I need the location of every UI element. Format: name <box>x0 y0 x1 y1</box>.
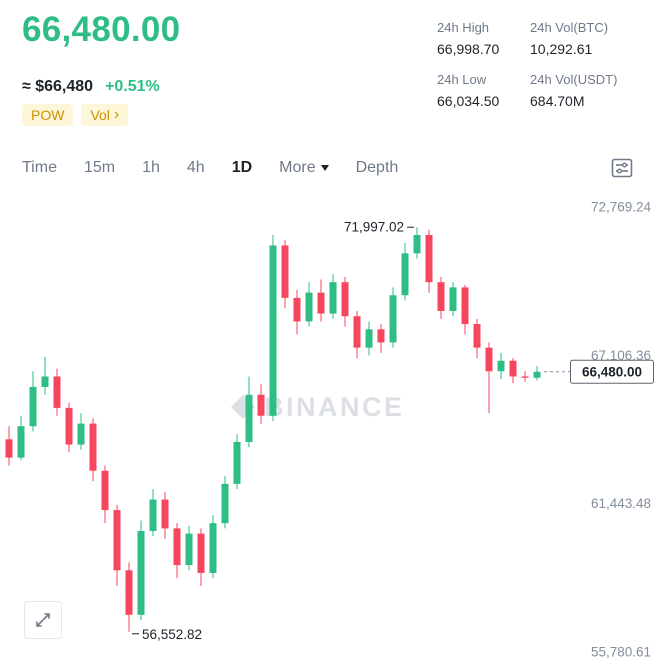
stat-value: 684.70M <box>530 93 585 109</box>
y-axis-label: 72,769.24 <box>591 200 652 215</box>
candle-body <box>377 329 385 343</box>
tab-1d[interactable]: 1D <box>231 159 253 176</box>
candle-body <box>113 510 121 571</box>
candle-body <box>89 423 97 471</box>
stat-24h-vol-usdt: 24h Vol(USDT) 684.70M <box>530 72 623 109</box>
candles-layer <box>5 227 541 632</box>
candle-body <box>473 324 481 348</box>
24h-stats-grid: 24h High 66,998.70 24h Vol(BTC) 10,292.6… <box>437 20 623 109</box>
stat-value: 66,998.70 <box>437 41 500 57</box>
annotations-layer: 71,997.02 56,552.82 <box>132 220 414 642</box>
candle-body <box>461 287 469 325</box>
peak-annotation-label: 71,997.02 <box>344 220 404 235</box>
candle-body <box>41 376 49 387</box>
watermark-text: BINANCE <box>264 392 405 422</box>
vol-tag-label: Vol <box>90 107 110 123</box>
candle-body <box>449 287 457 311</box>
tab-more-label: More <box>279 159 316 176</box>
fullscreen-expand-icon <box>36 613 50 627</box>
tab-1h[interactable]: 1h <box>142 159 160 176</box>
stat-24h-vol-btc: 24h Vol(BTC) 10,292.61 <box>530 20 623 57</box>
stat-24h-high: 24h High 66,998.70 <box>437 20 530 57</box>
candle-body <box>173 528 181 566</box>
tab-time[interactable]: Time <box>22 159 57 176</box>
y-axis-labels: 72,769.24 67,106.36 61,443.48 55,780.61 <box>591 200 652 660</box>
trough-annotation-label: 56,552.82 <box>142 627 202 642</box>
candle-body <box>401 253 409 296</box>
candle-body <box>521 376 529 378</box>
tags-row: POW Vol › <box>22 104 129 126</box>
candle-body <box>281 245 289 298</box>
candle-body <box>125 570 133 615</box>
fiat-approx-price: ≈ $66,480 <box>22 78 94 95</box>
candle-body <box>65 407 73 445</box>
candle-body <box>413 235 421 254</box>
tab-15m[interactable]: 15m <box>83 159 116 176</box>
pow-tag-label: POW <box>31 107 65 123</box>
candle-body <box>137 530 145 615</box>
chart-settings-button[interactable] <box>608 154 636 182</box>
tab-4h[interactable]: 4h <box>186 159 205 176</box>
stat-value: 10,292.61 <box>530 41 593 57</box>
stat-label: 24h Vol(USDT) <box>530 72 618 87</box>
ticker-header: 66,480.00 ≈ $66,480 +0.51% POW Vol › 24h… <box>0 0 658 146</box>
y-axis-label: 61,443.48 <box>591 496 651 511</box>
candle-body <box>245 394 253 442</box>
stat-24h-low: 24h Low 66,034.50 <box>437 72 530 109</box>
candle-body <box>533 371 541 378</box>
candle-body <box>497 360 505 372</box>
candle-body <box>509 360 517 377</box>
candle-body <box>305 292 313 322</box>
candle-body <box>17 426 25 458</box>
candle-body <box>197 533 205 573</box>
fullscreen-button[interactable] <box>24 601 62 639</box>
tab-more[interactable]: More <box>279 159 329 177</box>
candlestick-chart[interactable]: BINANCE 72,769.24 67,106.36 61,443.48 55,780… <box>0 190 658 668</box>
interval-toolbar: Time 15m 1h 4h 1D More Depth <box>0 146 658 190</box>
candle-body <box>425 235 433 283</box>
stat-label: 24h Vol(BTC) <box>530 20 609 35</box>
candle-body <box>161 499 169 529</box>
candle-body <box>293 297 301 322</box>
pow-tag[interactable]: POW <box>22 104 74 126</box>
candle-body <box>233 441 241 484</box>
y-axis-label: 67,106.36 <box>591 348 651 363</box>
price-approx-row: ≈ $66,480 +0.51% <box>22 78 160 96</box>
candle-body <box>317 292 325 314</box>
stat-label: 24h High <box>437 20 490 35</box>
stat-value: 66,034.50 <box>437 93 500 109</box>
candle-body <box>101 470 109 511</box>
candle-body <box>329 282 337 314</box>
last-price-tag: 66,480.00 <box>544 359 654 384</box>
chart-settings-icon <box>611 158 633 178</box>
candle-body <box>29 386 37 427</box>
candle-body <box>485 347 493 372</box>
binance-watermark: BINANCE <box>231 392 405 422</box>
candle-body <box>389 295 397 343</box>
last-price-tag-label: 66,480.00 <box>582 365 642 380</box>
chevron-right-icon: › <box>113 106 120 123</box>
stat-label: 24h Low <box>437 72 487 87</box>
last-price-tag-box <box>570 359 654 384</box>
chart-area: BINANCE 72,769.24 67,106.36 61,443.48 55,780… <box>0 190 658 668</box>
vol-tag[interactable]: Vol › <box>81 104 129 126</box>
candle-body <box>77 423 85 445</box>
tab-depth[interactable]: Depth <box>355 159 399 176</box>
candle-body <box>341 282 349 317</box>
candle-body <box>257 394 265 416</box>
candle-body <box>5 439 13 458</box>
candle-body <box>185 533 193 566</box>
last-price: 66,480.00 <box>22 10 181 49</box>
candle-body <box>437 282 445 311</box>
candle-body <box>221 483 229 524</box>
price-change-percent: +0.51% <box>105 78 160 95</box>
candle-body <box>269 245 277 416</box>
candle-body <box>353 316 361 348</box>
candle-body <box>365 329 373 348</box>
candle-body <box>149 499 157 531</box>
candle-body <box>53 376 61 408</box>
candle-body <box>209 523 217 573</box>
y-axis-label: 55,780.61 <box>591 645 651 660</box>
caret-down-icon <box>320 165 329 171</box>
